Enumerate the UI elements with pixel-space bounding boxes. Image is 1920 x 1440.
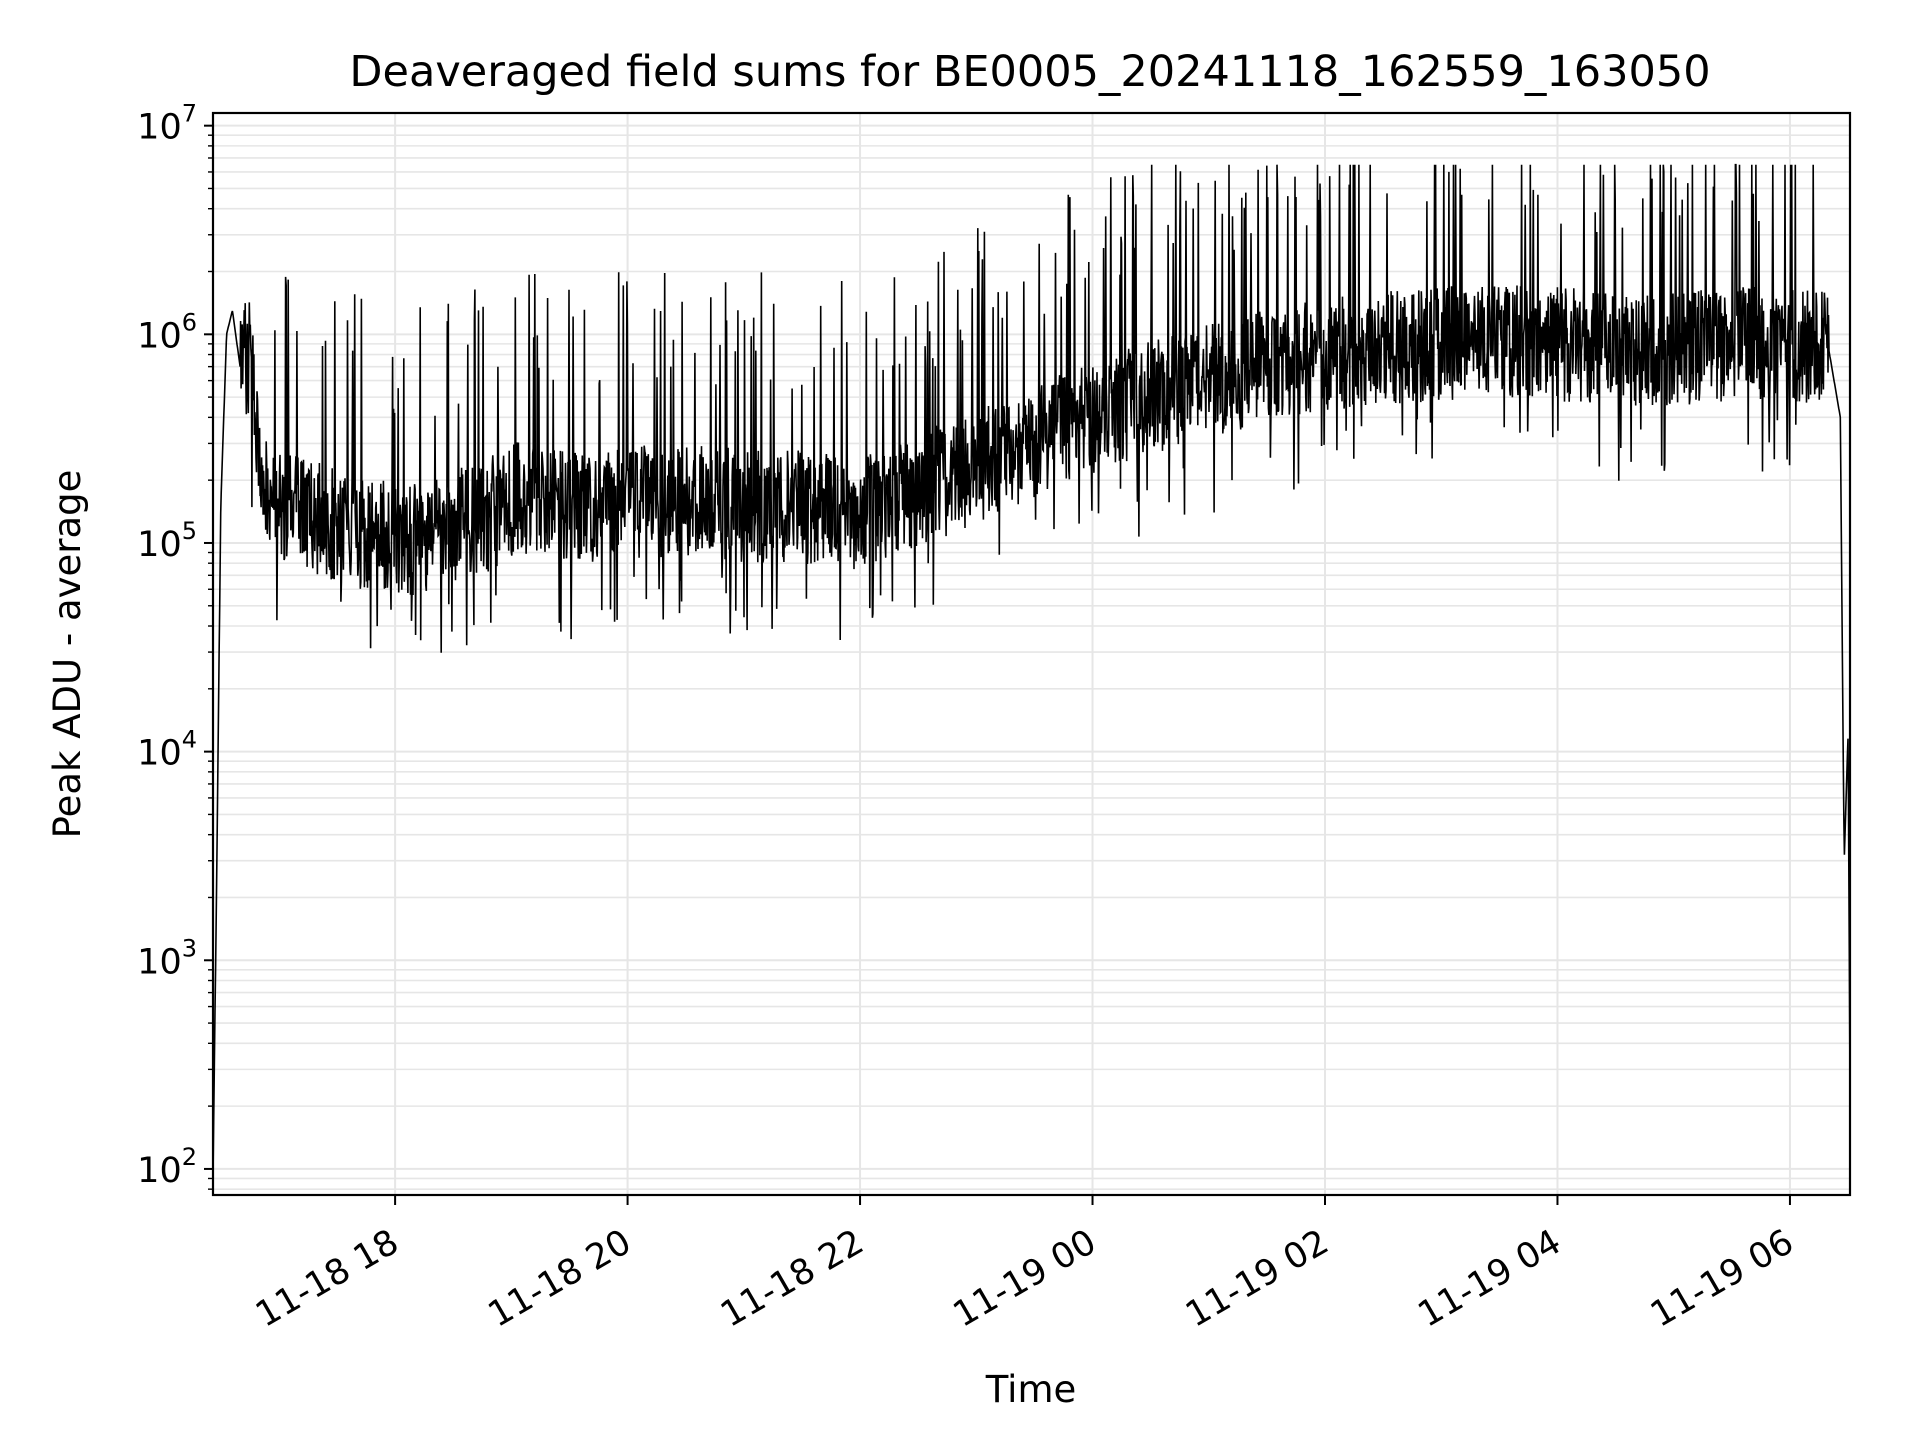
y-tick-label: 104 xyxy=(137,726,197,774)
y-tick-label: 103 xyxy=(137,934,197,982)
chart-title: Deaveraged field sums for BE0005_2024111… xyxy=(349,47,1710,97)
y-tick-label: 106 xyxy=(137,308,197,356)
y-tick-label: 105 xyxy=(137,517,197,565)
y-tick-label: 102 xyxy=(137,1143,197,1191)
y-axis-ticks: 102 103 104 105 106 107 xyxy=(137,100,213,1191)
y-axis-label: Peak ADU - average xyxy=(46,470,89,839)
y-tick-label: 107 xyxy=(137,100,197,148)
plot-area xyxy=(212,163,1851,1179)
x-axis-label: Time xyxy=(985,1368,1077,1411)
axes-frame xyxy=(211,111,1852,1197)
series-line xyxy=(212,163,1851,1179)
